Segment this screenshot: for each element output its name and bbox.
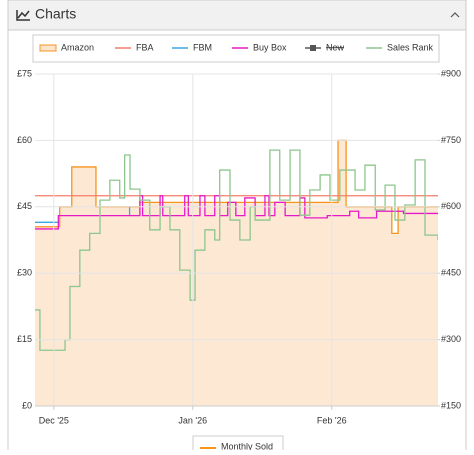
y-tick-label: £60 — [17, 135, 32, 145]
y-tick-label: £75 — [17, 68, 32, 78]
legend-label: FBM — [193, 42, 212, 52]
legend-label: Sales Rank — [387, 42, 434, 52]
legend-marker — [310, 45, 316, 51]
line — [35, 195, 438, 230]
legend-label: Amazon — [61, 42, 94, 52]
y-tick-label: £15 — [17, 334, 32, 344]
line — [35, 206, 131, 223]
y2-tick-label: #900 — [441, 68, 461, 78]
collapse-toggle[interactable] — [450, 12, 460, 18]
legend-swatch — [39, 44, 57, 52]
y2-tick-label: #450 — [441, 268, 461, 278]
y2-tick-label: #300 — [441, 334, 461, 344]
legend-label: New — [326, 42, 345, 52]
y2-tick-label: #150 — [441, 400, 461, 410]
x-tick-label: Dec '25 — [39, 415, 69, 425]
line — [35, 149, 438, 351]
panel-title: Charts — [35, 6, 76, 22]
chart-icon — [16, 10, 30, 21]
panel-header[interactable] — [7, 0, 467, 31]
y2-tick-label: #750 — [441, 135, 461, 145]
y-tick-label: £30 — [17, 268, 32, 278]
legend-label: Buy Box — [253, 42, 287, 52]
x-tick-label: Jan '26 — [178, 415, 207, 425]
x-tick-label: Feb '26 — [317, 415, 347, 425]
legend-label: FBA — [136, 42, 154, 52]
y-tick-label: £0 — [22, 400, 32, 410]
y2-tick-label: #600 — [441, 201, 461, 211]
y-tick-label: £45 — [17, 201, 32, 211]
legend-label: Monthly Sold — [221, 441, 273, 450]
